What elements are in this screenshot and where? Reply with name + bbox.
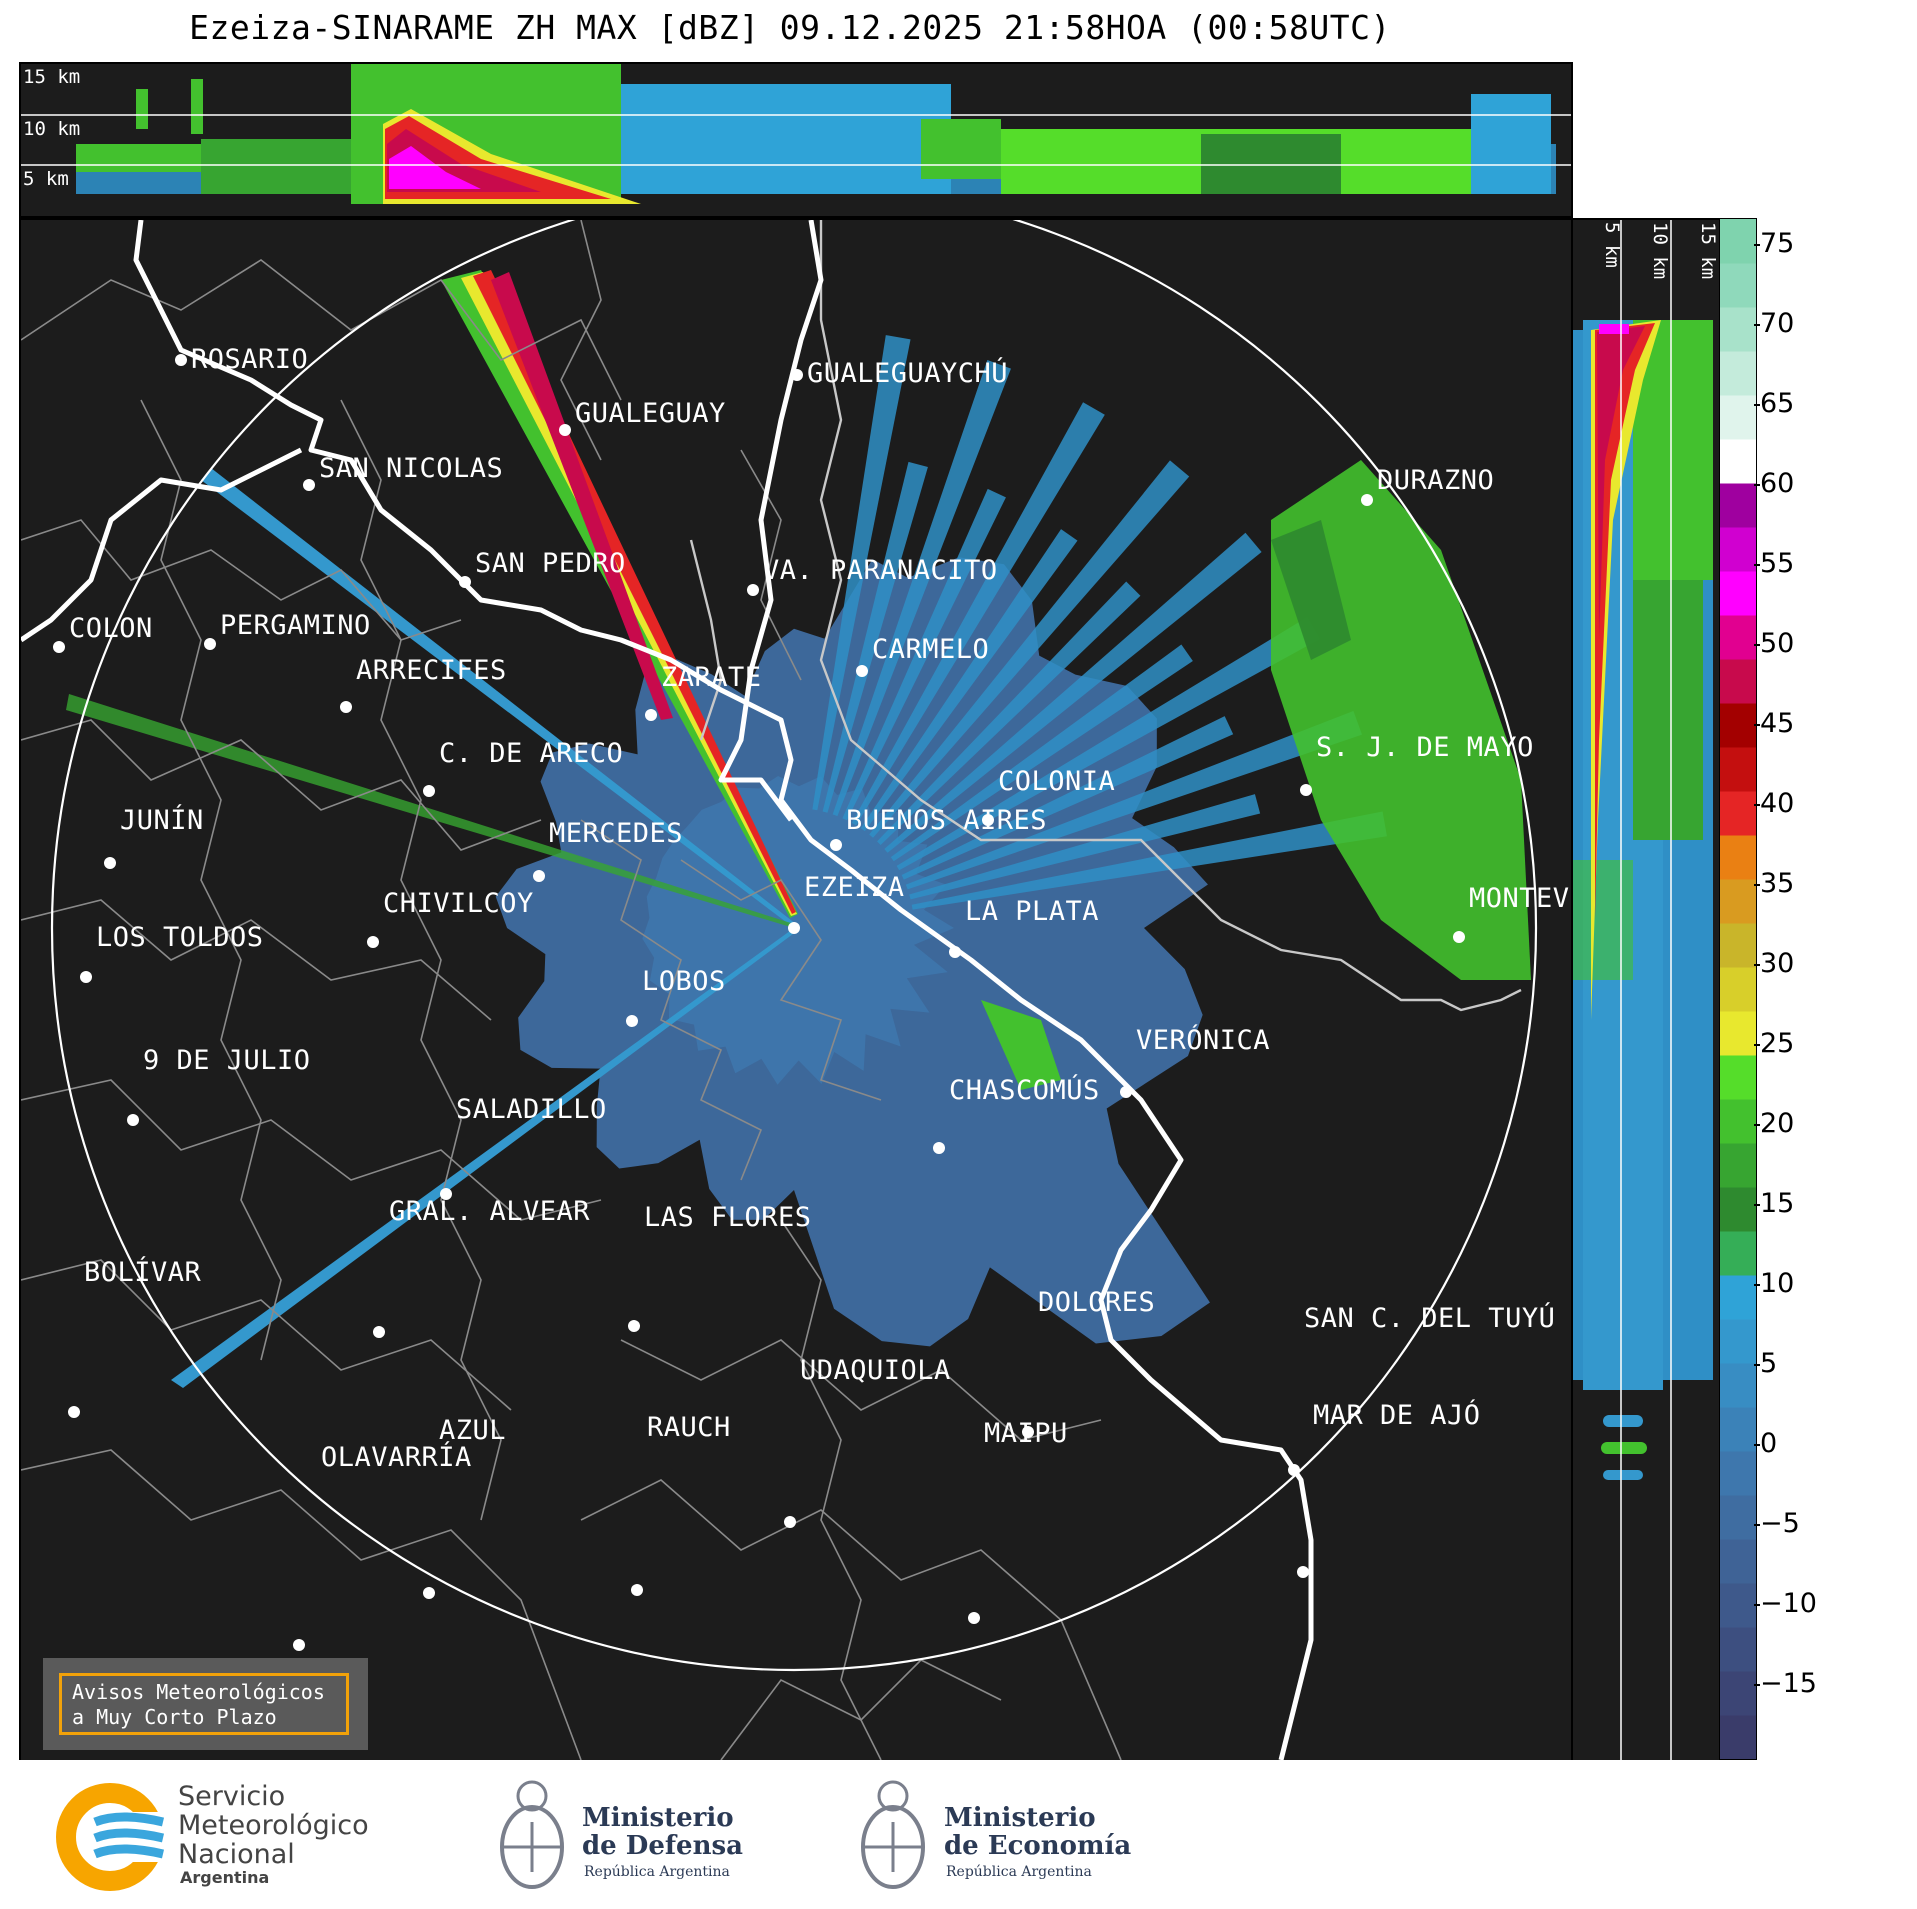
smn-logo-icon (56, 1783, 165, 1891)
smn-name: Servicio Meteorológico Nacional (178, 1782, 369, 1869)
city-label: ARRECIFES (356, 655, 507, 686)
city-label: COLONIA (998, 766, 1116, 797)
colorbar-tick-label: 40 (1753, 788, 1795, 819)
city-label: ROSARIO (191, 344, 309, 375)
chart-title: Ezeiza-SINARAME ZH MAX [dBZ] 09.12.2025 … (189, 8, 1391, 47)
economia-sub: República Argentina (946, 1864, 1092, 1880)
city-label: EZEIZA (804, 872, 905, 903)
colorbar-tick-label: 65 (1753, 388, 1795, 419)
alt-label-15km: 15 km (23, 66, 81, 88)
department-borders (21, 220, 1122, 1760)
range-ring (51, 220, 1537, 1671)
city-label: GUALEGUAYCHÚ (807, 358, 1009, 389)
warning-line-2: a Muy Corto Plazo (72, 1705, 277, 1729)
city-label: MERCEDES (549, 818, 684, 849)
smn-country: Argentina (180, 1868, 270, 1887)
smn-line-3: Nacional (178, 1839, 295, 1870)
national-borders (21, 220, 1314, 1760)
city-label: AZUL (439, 1415, 507, 1446)
city-label: DURAZNO (1377, 465, 1495, 496)
city-label: CARMELO (872, 634, 990, 665)
colorbar-tick-label: 30 (1753, 948, 1795, 979)
colorbar-tick-label: 60 (1753, 468, 1795, 499)
city-label: PERGAMINO (220, 610, 371, 641)
economia-line-1: Ministerio (944, 1803, 1096, 1833)
smn-line-1: Servicio (178, 1781, 286, 1812)
top-profile-echoes (21, 64, 1571, 204)
colorbar-tick-label: 55 (1753, 548, 1795, 579)
colorbar-tick-label: 10 (1753, 1268, 1795, 1299)
map-layers (21, 220, 1537, 1760)
radar-echoes (66, 270, 1531, 1388)
city-label: ZARATE (661, 662, 762, 693)
top-vertical-profile: 15 km 10 km 5 km (19, 62, 1573, 218)
city-label: SAN C. DEL TUYÚ (1304, 1303, 1556, 1334)
city-label: MONTEVIDEO (1469, 883, 1571, 914)
warning-banner-frame[interactable]: Avisos Meteorológicos a Muy Corto Plazo (59, 1673, 349, 1735)
city-label: MAR DE AJÓ (1313, 1400, 1481, 1431)
city-label: MAIPU (984, 1418, 1068, 1449)
alt-label-10km: 10 km (23, 118, 81, 140)
city-label: GRAL. ALVEAR (389, 1196, 591, 1227)
right-profile-echoes (1573, 220, 1713, 1760)
colorbar-tick-label: 20 (1753, 1108, 1795, 1139)
colorbar-tick-label: 75 (1753, 228, 1795, 259)
city-label: C. DE ARECO (439, 738, 624, 769)
city-label: COLON (69, 613, 153, 644)
city-label: CHASCOMÚS (949, 1075, 1100, 1106)
right-vertical-profile: 5 km 10 km 15 km (1571, 218, 1721, 1762)
warning-line-1: Avisos Meteorológicos (72, 1680, 325, 1704)
defensa-sub: República Argentina (584, 1864, 730, 1880)
city-label: LA PLATA (965, 896, 1100, 927)
colorbar-tick-label: 50 (1753, 628, 1795, 659)
city-label: LOBOS (642, 966, 726, 997)
city-label: VERÓNICA (1136, 1025, 1271, 1056)
economia-coat-of-arms-icon (861, 1780, 925, 1889)
defensa-coat-of-arms-icon (500, 1780, 564, 1889)
city-label: SALADILLO (456, 1094, 607, 1125)
city-label: SAN NICOLAS (319, 453, 504, 484)
coastline (689, 220, 1522, 1012)
colorbar-tick-label: −5 (1754, 1508, 1800, 1539)
city-label: SAN PEDRO (475, 548, 626, 579)
colorbar-tick-label: 45 (1753, 708, 1795, 739)
city-label: LAS FLORES (644, 1202, 812, 1233)
defensa-line-2: de Defensa (582, 1831, 743, 1861)
colorbar-tick-label: −10 (1754, 1588, 1817, 1619)
colorbar-tick-label: 5 (1753, 1348, 1778, 1379)
city-label: JUNÍN (120, 805, 204, 836)
footer-logos: Servicio Meteorológico Nacional Argentin… (0, 1760, 1917, 1909)
colorbar-swatches (1720, 219, 1756, 1759)
city-label: DOLORES (1038, 1287, 1156, 1318)
smn-line-2: Meteorológico (178, 1810, 369, 1841)
dbz-colorbar (1719, 218, 1757, 1760)
defensa-line-1: Ministerio (582, 1803, 734, 1833)
economia-name: Ministerio de Economía (944, 1804, 1131, 1860)
economia-line-2: de Economía (944, 1831, 1132, 1861)
city-label: S. J. DE MAYO (1316, 732, 1534, 763)
alt-label-5km: 5 km (23, 168, 69, 190)
city-label: LOS TOLDOS (96, 922, 264, 953)
alt-label-right-15km: 15 km (1697, 222, 1719, 280)
defensa-name: Ministerio de Defensa (582, 1804, 743, 1860)
alt-label-right-5km: 5 km (1601, 222, 1623, 268)
radar-map: ROSARIO GUALEGUAYCHÚ GUALEGUAY SAN NICOLAS D… (19, 218, 1573, 1762)
city-label: BUENOS AIRES (846, 805, 1048, 836)
city-label: GUALEGUAY (575, 398, 726, 429)
city-label: OLAVARRÍA (321, 1442, 472, 1473)
city-label: BOLÍVAR (84, 1257, 202, 1288)
colorbar-tick-label: 0 (1753, 1428, 1778, 1459)
city-label: 9 DE JULIO (143, 1045, 311, 1076)
colorbar-tick-label: −15 (1754, 1668, 1817, 1699)
warning-banner[interactable]: Avisos Meteorológicos a Muy Corto Plazo (43, 1658, 368, 1750)
city-label: UDAQUIOLA (800, 1355, 951, 1386)
colorbar-tick-label: 25 (1753, 1028, 1795, 1059)
colorbar-tick-label: 15 (1753, 1188, 1795, 1219)
colorbar-tick-label: 70 (1753, 308, 1795, 339)
city-label: CHIVILCOY (383, 888, 534, 919)
alt-label-right-10km: 10 km (1649, 222, 1671, 280)
city-label: RAUCH (647, 1412, 731, 1443)
city-label: VA. PARANACITO (763, 555, 998, 586)
colorbar-tick-label: 35 (1753, 868, 1795, 899)
